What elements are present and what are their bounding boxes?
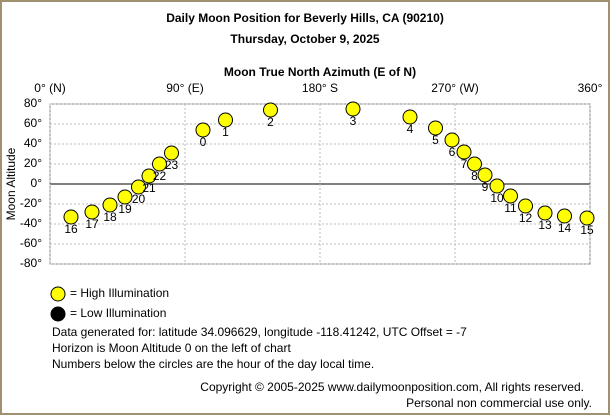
hour-label: 16 [64, 222, 78, 236]
hour-label: 12 [519, 211, 533, 225]
hour-label: 0 [200, 135, 207, 149]
x-tick-label: 360° [578, 81, 603, 95]
legend-label: = High Illumination [70, 286, 169, 300]
moon-point [117, 189, 133, 205]
y-tick-label: 80° [24, 96, 42, 110]
note: Data generated for: latitude 34.096629, … [52, 325, 467, 339]
moon-point [402, 109, 418, 125]
hour-label: 23 [165, 158, 179, 172]
chart-title: Daily Moon Position for Beverly Hills, C… [166, 11, 444, 25]
x-tick-label: 0° (N) [34, 81, 65, 95]
hour-label: 3 [350, 114, 357, 128]
legend-label: = Low Illumination [70, 306, 166, 320]
hour-label: 5 [432, 133, 439, 147]
hour-label: 2 [267, 115, 274, 129]
hour-label: 13 [538, 218, 552, 232]
hour-label: 9 [482, 180, 489, 194]
moon-point [444, 132, 460, 148]
hour-label: 4 [407, 122, 414, 136]
note: Horizon is Moon Altitude 0 on the left o… [52, 341, 291, 355]
moon-point [102, 197, 118, 213]
moon-point [131, 179, 146, 195]
moon-point [428, 120, 443, 136]
moon-point [218, 112, 233, 128]
x-tick-label: 180° S [302, 81, 338, 95]
y-tick-label: 20° [24, 156, 42, 170]
moon-point [557, 208, 572, 224]
moon-point [195, 122, 211, 138]
moon-point [489, 178, 505, 194]
moon-point [503, 188, 518, 204]
hour-label: 22 [153, 169, 167, 183]
hour-label: 6 [449, 145, 456, 159]
moon-point [263, 102, 278, 118]
hour-label: 11 [504, 201, 517, 215]
note: Numbers below the circles are the hour o… [52, 357, 374, 371]
moon-point [63, 209, 79, 225]
y-tick-label: 40° [24, 136, 42, 150]
y-tick-label: -80° [20, 256, 42, 270]
x-tick-label: 90° (E) [166, 81, 203, 95]
moon-point [579, 210, 595, 226]
y-tick-label: -60° [20, 236, 42, 250]
y-tick-label: -20° [20, 196, 42, 210]
moon-point [477, 167, 493, 183]
hour-label: 21 [142, 181, 156, 195]
hour-label: 17 [85, 217, 99, 231]
x-tick-label: 270° (W) [431, 81, 478, 95]
moon-point [537, 205, 553, 221]
y-axis-title: Moon Altitude [4, 147, 18, 220]
hour-label: 15 [580, 223, 594, 237]
legend-marker [50, 286, 66, 302]
moon-point [152, 156, 167, 172]
hour-label: 14 [558, 221, 572, 235]
hour-label: 8 [471, 169, 478, 183]
y-tick-label: 60° [24, 116, 42, 130]
moon-point [518, 198, 533, 214]
moon-point [456, 144, 472, 160]
copyright: Copyright © 2005-2025 www.dailymoonposit… [200, 380, 584, 394]
hour-label: 18 [103, 210, 117, 224]
x-axis-title: Moon True North Azimuth (E of N) [224, 65, 416, 79]
moon-point [141, 168, 157, 184]
moon-point [345, 101, 361, 117]
y-tick-label: -40° [20, 216, 42, 230]
hour-label: 20 [132, 192, 146, 206]
y-tick-label: 0° [31, 176, 43, 190]
hour-label: 7 [461, 157, 468, 171]
hour-label: 10 [490, 191, 504, 205]
legend-marker [50, 306, 66, 322]
copyright: Personal non commercial use only. [406, 396, 592, 410]
moon-point [467, 156, 482, 172]
hour-label: 19 [118, 202, 132, 216]
chart-subtitle: Thursday, October 9, 2025 [230, 32, 379, 46]
moon-point [84, 204, 100, 220]
moon-point [164, 145, 179, 161]
hour-label: 1 [222, 125, 229, 139]
